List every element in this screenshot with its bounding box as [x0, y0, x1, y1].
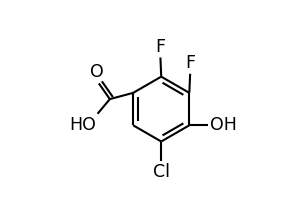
Text: O: O	[90, 63, 104, 81]
Text: HO: HO	[69, 116, 96, 134]
Text: F: F	[155, 38, 165, 56]
Text: Cl: Cl	[153, 163, 170, 181]
Text: OH: OH	[210, 116, 237, 134]
Text: F: F	[185, 54, 195, 72]
